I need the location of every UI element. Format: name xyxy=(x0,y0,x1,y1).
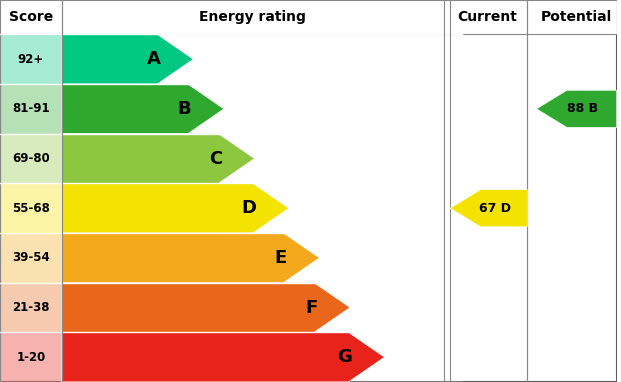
Polygon shape xyxy=(61,332,384,382)
Text: F: F xyxy=(306,298,317,317)
Text: 69-80: 69-80 xyxy=(12,152,50,165)
Text: 88 B: 88 B xyxy=(567,102,598,115)
Bar xyxy=(0,34,61,84)
Polygon shape xyxy=(61,34,193,84)
Text: Potential: Potential xyxy=(541,10,612,24)
Polygon shape xyxy=(61,283,350,332)
Bar xyxy=(0,233,61,283)
Text: 81-91: 81-91 xyxy=(12,102,50,115)
Text: Current: Current xyxy=(457,10,517,24)
Bar xyxy=(0,283,61,332)
Text: 1-20: 1-20 xyxy=(16,351,45,364)
Polygon shape xyxy=(61,233,319,283)
Text: 21-38: 21-38 xyxy=(12,301,50,314)
Text: G: G xyxy=(337,348,352,366)
Bar xyxy=(0,183,61,233)
Text: 67 D: 67 D xyxy=(479,202,511,215)
FancyBboxPatch shape xyxy=(0,0,617,34)
Text: Energy rating: Energy rating xyxy=(199,10,306,24)
Text: D: D xyxy=(242,199,256,217)
Polygon shape xyxy=(61,84,224,134)
Text: E: E xyxy=(274,249,287,267)
Polygon shape xyxy=(61,134,255,183)
Text: B: B xyxy=(178,100,191,118)
Bar xyxy=(0,84,61,134)
Polygon shape xyxy=(537,90,617,128)
Bar xyxy=(0,332,61,382)
Text: Score: Score xyxy=(9,10,53,24)
Text: A: A xyxy=(147,50,161,68)
Polygon shape xyxy=(450,189,527,227)
Text: C: C xyxy=(209,149,222,168)
Text: 39-54: 39-54 xyxy=(12,251,50,264)
Text: 55-68: 55-68 xyxy=(12,202,50,215)
Bar xyxy=(0,134,61,183)
Polygon shape xyxy=(61,183,289,233)
Text: 92+: 92+ xyxy=(18,53,44,66)
